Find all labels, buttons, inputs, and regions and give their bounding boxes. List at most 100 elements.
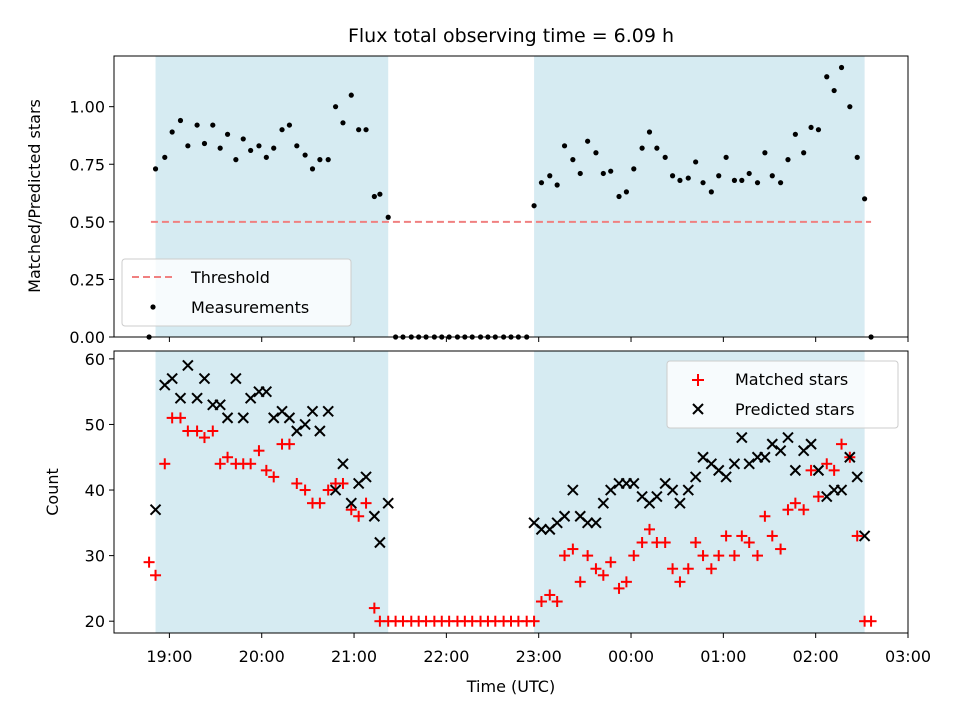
measurement-point [739, 177, 745, 183]
top-y-tick-label: 0.00 [69, 328, 105, 347]
predicted-star-stroke-b [789, 464, 802, 477]
matched-star-point [643, 523, 655, 535]
matched-star-point [143, 556, 155, 568]
measurement-point [600, 170, 606, 177]
predicted-star-point [174, 392, 187, 404]
measurement-point [854, 154, 860, 160]
matched-star-point [759, 510, 771, 522]
measurement-point [716, 173, 722, 179]
top-y-axis-title: Matched/Predicted stars [25, 99, 44, 293]
predicted-star-stroke-b [574, 510, 586, 522]
predicted-star-stroke-b [782, 431, 794, 444]
matched-star-point [597, 569, 609, 581]
predicted-star-stroke-b [214, 399, 226, 411]
measurement-point [815, 127, 822, 133]
matched-star-point [674, 576, 686, 588]
measurement-point [685, 175, 691, 181]
legend-predicted-label: Predicted stars [735, 400, 855, 419]
predicted-star-stroke-b [858, 530, 871, 542]
measurement-point [224, 131, 231, 137]
measurement-point [693, 159, 699, 165]
measurement-point [294, 143, 300, 149]
bottom-plot-frame [113, 350, 909, 634]
predicted-star-stroke-b [713, 464, 725, 477]
measurement-point [708, 189, 714, 195]
predicted-star-point [689, 471, 702, 483]
predicted-star-point [651, 490, 663, 503]
measurement-point [838, 64, 845, 71]
predicted-star-stroke-b [597, 497, 610, 509]
predicted-star-stroke-b [314, 425, 326, 437]
predicted-star-stroke-b [299, 418, 311, 431]
predicted-star-stroke-b [221, 412, 234, 424]
predicted-star-stroke-b [345, 497, 357, 509]
measurement-point [608, 168, 614, 174]
predicted-star-point [736, 431, 748, 444]
predicted-star-stroke-b [774, 444, 787, 457]
predicted-star-stroke-b [651, 490, 663, 503]
predicted-star-stroke-b [736, 431, 748, 444]
predicted-star-stroke-b [182, 359, 194, 372]
matched-star-point [789, 497, 801, 509]
predicted-star-point [329, 484, 342, 496]
measurement-point [332, 104, 339, 110]
measurement-point [385, 214, 391, 220]
bottom-x-tick-label: 20:00 [239, 647, 285, 666]
predicted-star-point [728, 458, 741, 470]
bottom-legend-box [666, 360, 899, 429]
measurement-point [185, 143, 191, 149]
measurement-point [356, 127, 362, 133]
bottom-x-tick-label: 01:00 [700, 647, 746, 666]
matched-star-point [836, 438, 848, 450]
predicted-star-point [805, 438, 817, 450]
predicted-star-point [844, 451, 856, 463]
measurement-point [233, 157, 239, 163]
measurement-point [654, 145, 660, 151]
bottom-legend: Matched stars Predicted stars [666, 360, 899, 429]
matched-star-point [159, 458, 171, 470]
predicted-star-stroke-b [743, 458, 755, 470]
predicted-star-stroke-b [636, 490, 648, 503]
predicted-star-stroke-b [666, 484, 679, 496]
predicted-star-point [149, 503, 162, 516]
measurement-point [585, 138, 591, 144]
matched-star-point [567, 543, 579, 555]
measurement-point [317, 157, 323, 163]
measurement-point [240, 136, 246, 142]
measurement-point [593, 150, 599, 156]
predicted-star-point [743, 458, 755, 470]
matched-star-point [736, 530, 748, 542]
bottom-x-ticks: 19:00 20:00 21:00 22:00 23:00 00:00 01:00 02:00… [146, 633, 931, 666]
measurement-point [662, 154, 668, 160]
predicted-star-point [628, 477, 640, 490]
predicted-star-point [244, 392, 257, 404]
measurement-point [286, 122, 293, 128]
predicted-star-stroke-b [567, 484, 579, 496]
measurement-point [263, 154, 269, 160]
matched-star-point [590, 563, 602, 575]
predicted-star-stroke-b [558, 510, 571, 522]
matched-star-point [353, 510, 365, 522]
predicted-star-point [597, 497, 610, 509]
predicted-star-stroke-b [283, 412, 296, 424]
predicted-star-point [858, 530, 871, 542]
measurement-point [554, 182, 560, 188]
matched-star-point [659, 536, 671, 548]
predicted-star-stroke-b [759, 451, 771, 463]
matched-star-point [636, 536, 648, 548]
measurement-point [792, 131, 798, 137]
measurement-point [831, 87, 837, 94]
top-legend-box [121, 258, 352, 327]
predicted-star-stroke-b [291, 425, 303, 437]
predicted-star-point [759, 451, 771, 463]
predicted-star-point [605, 484, 617, 496]
measurement-point [616, 193, 622, 200]
measurement-point [248, 147, 254, 154]
legend-matched-swatch [692, 374, 704, 386]
top-y-tick-label: 1.00 [69, 98, 105, 117]
predicted-star-point [782, 431, 794, 444]
measurement-point [217, 145, 223, 151]
predicted-star-point [558, 510, 571, 522]
predicted-star-point [697, 451, 709, 463]
